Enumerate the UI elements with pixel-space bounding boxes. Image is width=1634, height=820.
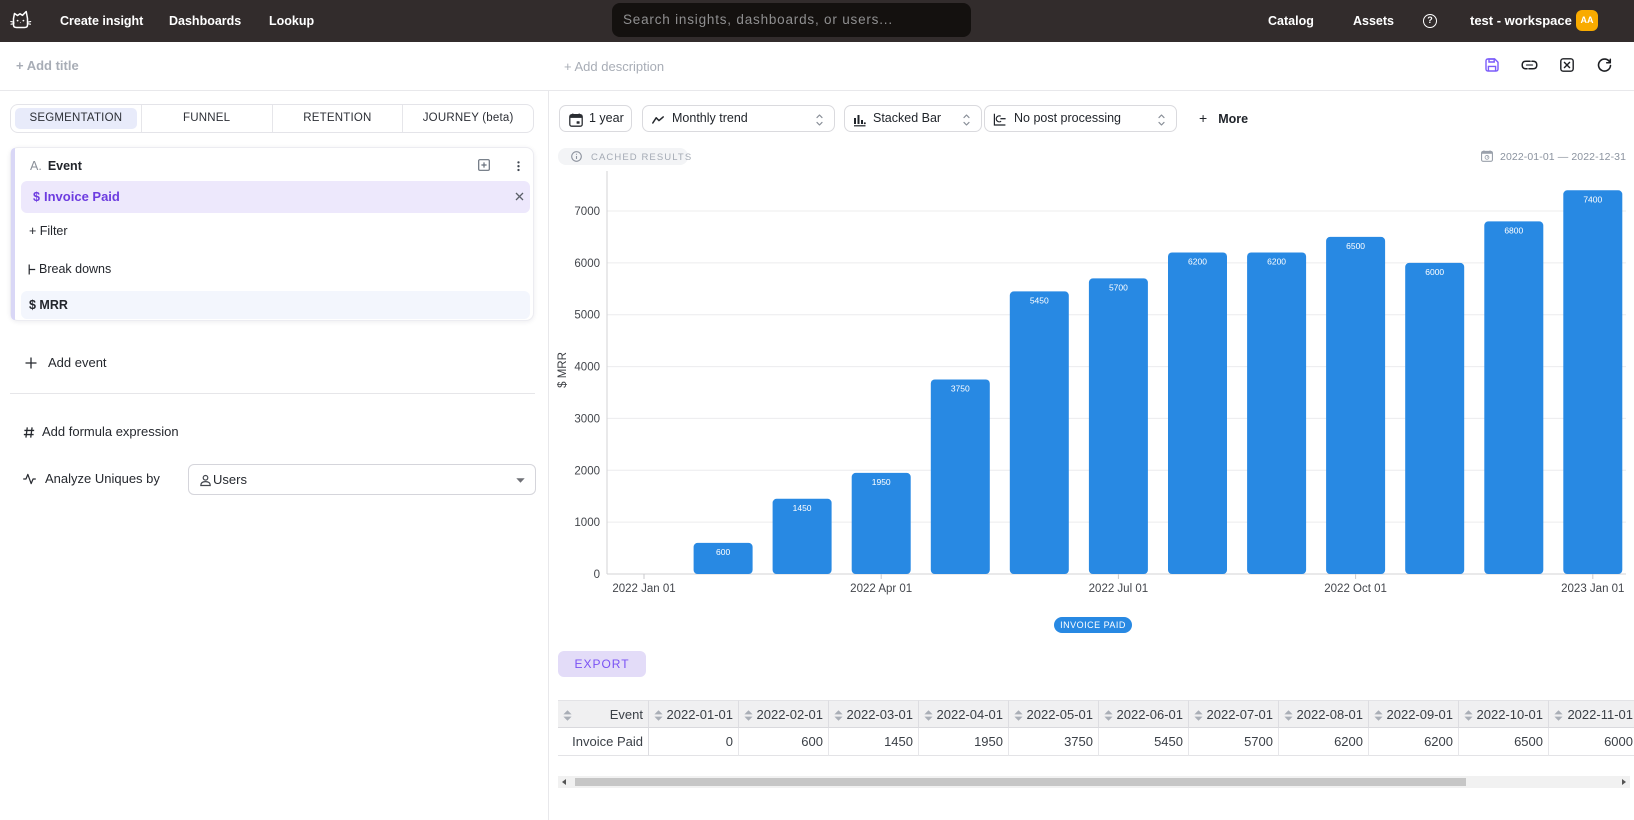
svg-text:2022 Apr 01: 2022 Apr 01: [850, 583, 912, 595]
svg-text:5700: 5700: [1109, 282, 1128, 292]
svg-text:6000: 6000: [1425, 267, 1444, 277]
svg-text:2022 Jul 01: 2022 Jul 01: [1089, 583, 1148, 595]
svg-text:6000: 6000: [574, 258, 600, 270]
svg-text:6800: 6800: [1504, 225, 1523, 235]
svg-text:2022 Oct 01: 2022 Oct 01: [1324, 583, 1387, 595]
svg-text:7400: 7400: [1583, 194, 1602, 204]
svg-text:1000: 1000: [574, 517, 600, 529]
svg-text:3750: 3750: [951, 384, 970, 394]
svg-text:0: 0: [594, 569, 600, 581]
svg-text:600: 600: [716, 547, 730, 557]
svg-text:2023 Jan 01: 2023 Jan 01: [1561, 583, 1624, 595]
svg-text:2000: 2000: [574, 465, 600, 477]
svg-text:6500: 6500: [1346, 241, 1365, 251]
svg-text:1450: 1450: [793, 503, 812, 513]
svg-text:$ MRR: $ MRR: [557, 352, 569, 388]
svg-text:7000: 7000: [574, 206, 600, 218]
svg-text:2022 Jan 01: 2022 Jan 01: [612, 583, 675, 595]
svg-text:1950: 1950: [872, 477, 891, 487]
svg-text:5450: 5450: [1030, 295, 1049, 305]
svg-text:3000: 3000: [574, 413, 600, 425]
svg-text:6200: 6200: [1267, 257, 1286, 267]
svg-text:4000: 4000: [574, 362, 600, 374]
svg-text:5000: 5000: [574, 310, 600, 322]
svg-text:6200: 6200: [1188, 257, 1207, 267]
